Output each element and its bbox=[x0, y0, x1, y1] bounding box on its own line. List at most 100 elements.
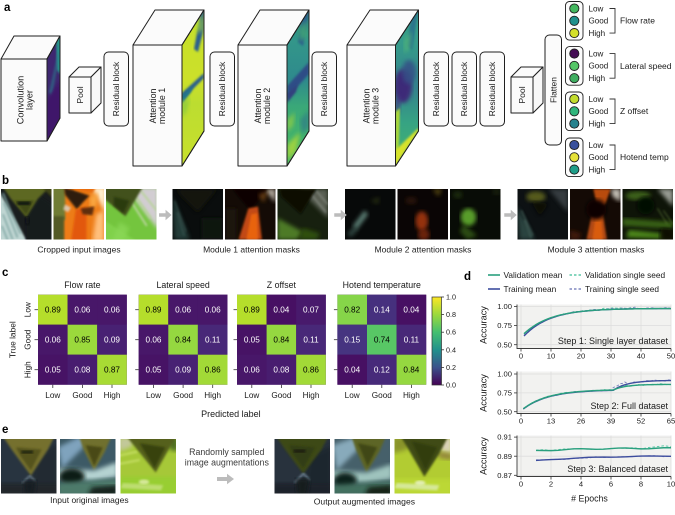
svg-text:0.11: 0.11 bbox=[404, 336, 420, 345]
svg-text:1.00: 1.00 bbox=[497, 370, 512, 379]
svg-text:Z offset: Z offset bbox=[620, 106, 649, 116]
svg-text:0.86: 0.86 bbox=[303, 366, 319, 375]
svg-text:0.06: 0.06 bbox=[205, 306, 221, 315]
svg-text:50: 50 bbox=[667, 352, 675, 361]
svg-text:Predicted label: Predicted label bbox=[201, 409, 261, 419]
svg-text:0.05: 0.05 bbox=[45, 366, 61, 375]
svg-text:# Epochs: # Epochs bbox=[571, 494, 608, 504]
svg-text:Module 2 attention masks: Module 2 attention masks bbox=[375, 245, 472, 255]
svg-text:10: 10 bbox=[667, 480, 675, 489]
svg-text:Good: Good bbox=[589, 107, 609, 116]
svg-text:Good: Good bbox=[589, 17, 609, 26]
svg-text:Good: Good bbox=[589, 62, 609, 71]
svg-text:4: 4 bbox=[579, 480, 583, 489]
svg-text:0: 0 bbox=[519, 417, 523, 426]
svg-text:0.04: 0.04 bbox=[273, 306, 289, 315]
svg-text:Hotend temperature: Hotend temperature bbox=[343, 280, 421, 290]
svg-text:0.09: 0.09 bbox=[104, 336, 120, 345]
svg-text:Residual block: Residual block bbox=[319, 61, 329, 116]
svg-text:Good: Good bbox=[72, 391, 92, 400]
svg-text:10: 10 bbox=[547, 352, 555, 361]
svg-text:a: a bbox=[4, 2, 11, 14]
svg-text:Residual block: Residual block bbox=[431, 61, 441, 116]
svg-text:0.15: 0.15 bbox=[344, 336, 360, 345]
svg-text:0.84: 0.84 bbox=[273, 336, 289, 345]
svg-text:Z offset: Z offset bbox=[267, 280, 297, 290]
svg-text:Good: Good bbox=[589, 153, 609, 162]
svg-text:Step 1: Single layer dataset: Step 1: Single layer dataset bbox=[558, 336, 669, 346]
svg-text:Pool: Pool bbox=[517, 86, 527, 103]
svg-text:39: 39 bbox=[607, 417, 615, 426]
svg-text:Good: Good bbox=[372, 391, 392, 400]
svg-text:0.14: 0.14 bbox=[374, 306, 390, 315]
svg-text:Low: Low bbox=[45, 391, 60, 400]
svg-text:module 1: module 1 bbox=[157, 88, 167, 124]
svg-text:30: 30 bbox=[607, 352, 615, 361]
svg-text:0.84: 0.84 bbox=[403, 366, 419, 375]
svg-text:Low: Low bbox=[23, 302, 32, 317]
svg-text:Residual block: Residual block bbox=[111, 61, 121, 116]
svg-text:0.6: 0.6 bbox=[446, 328, 456, 337]
svg-text:0.07: 0.07 bbox=[303, 306, 319, 315]
svg-text:0.05: 0.05 bbox=[244, 336, 260, 345]
svg-text:image augmentations: image augmentations bbox=[185, 458, 270, 468]
svg-text:20: 20 bbox=[577, 352, 585, 361]
svg-text:0.91: 0.91 bbox=[497, 433, 512, 442]
svg-text:module 3: module 3 bbox=[371, 88, 381, 124]
svg-text:0.04: 0.04 bbox=[403, 306, 419, 315]
svg-text:0.75: 0.75 bbox=[497, 389, 512, 398]
svg-text:1.00: 1.00 bbox=[497, 302, 512, 311]
svg-text:0.89: 0.89 bbox=[45, 306, 61, 315]
svg-text:d: d bbox=[464, 271, 471, 283]
svg-text:26: 26 bbox=[577, 417, 585, 426]
svg-text:High: High bbox=[589, 74, 606, 83]
svg-text:High: High bbox=[589, 29, 606, 38]
svg-text:0.11: 0.11 bbox=[205, 336, 221, 345]
svg-text:Hotend temp: Hotend temp bbox=[620, 152, 669, 162]
svg-text:0.89: 0.89 bbox=[497, 452, 512, 461]
svg-text:0.50: 0.50 bbox=[497, 407, 512, 416]
svg-text:Good: Good bbox=[271, 391, 291, 400]
svg-text:0.06: 0.06 bbox=[74, 306, 90, 315]
svg-text:e: e bbox=[2, 424, 8, 436]
svg-text:Low: Low bbox=[345, 391, 360, 400]
svg-text:0.74: 0.74 bbox=[374, 336, 390, 345]
svg-text:Step 3: Balanced dataset: Step 3: Balanced dataset bbox=[567, 464, 668, 474]
svg-text:Validation mean: Validation mean bbox=[504, 270, 563, 280]
svg-text:52: 52 bbox=[637, 417, 645, 426]
svg-text:0.8: 0.8 bbox=[446, 310, 456, 319]
svg-text:6: 6 bbox=[609, 480, 613, 489]
svg-text:Low: Low bbox=[589, 49, 604, 58]
svg-text:layer: layer bbox=[24, 90, 34, 110]
svg-text:Residual block: Residual block bbox=[217, 61, 227, 116]
svg-text:Step 2: Full dataset: Step 2: Full dataset bbox=[590, 401, 668, 411]
svg-text:0.06: 0.06 bbox=[175, 306, 191, 315]
svg-text:0.0: 0.0 bbox=[446, 381, 456, 390]
svg-text:Pool: Pool bbox=[75, 86, 85, 103]
svg-text:0.89: 0.89 bbox=[146, 306, 162, 315]
svg-text:High: High bbox=[589, 165, 606, 174]
svg-text:0.87: 0.87 bbox=[497, 471, 512, 480]
svg-text:Low: Low bbox=[589, 95, 604, 104]
svg-text:Training single seed: Training single seed bbox=[585, 284, 659, 294]
svg-text:8: 8 bbox=[639, 480, 643, 489]
svg-text:0: 0 bbox=[519, 480, 523, 489]
svg-text:Module 1 attention masks: Module 1 attention masks bbox=[203, 245, 300, 255]
svg-text:Validation single seed: Validation single seed bbox=[585, 270, 665, 280]
svg-text:High: High bbox=[589, 119, 606, 128]
svg-text:Flow rate: Flow rate bbox=[620, 16, 655, 26]
svg-text:0.05: 0.05 bbox=[146, 366, 162, 375]
svg-text:Cropped input images: Cropped input images bbox=[37, 245, 120, 255]
svg-text:Attention: Attention bbox=[362, 89, 372, 124]
svg-text:High: High bbox=[303, 391, 320, 400]
svg-text:0.08: 0.08 bbox=[74, 366, 90, 375]
svg-text:Low: Low bbox=[146, 391, 161, 400]
svg-text:1.0: 1.0 bbox=[446, 293, 456, 302]
svg-text:Low: Low bbox=[244, 391, 259, 400]
svg-text:Good: Good bbox=[23, 329, 32, 349]
svg-text:0.06: 0.06 bbox=[146, 336, 162, 345]
svg-text:Low: Low bbox=[589, 141, 604, 150]
svg-text:2: 2 bbox=[549, 480, 553, 489]
svg-text:0.82: 0.82 bbox=[344, 306, 360, 315]
svg-text:Randomly sampled: Randomly sampled bbox=[189, 447, 264, 457]
